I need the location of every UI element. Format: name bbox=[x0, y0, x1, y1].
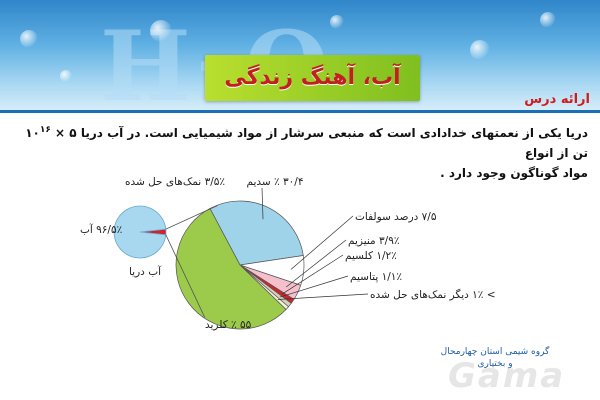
leader-line bbox=[290, 215, 354, 270]
water-drop-decoration bbox=[470, 40, 490, 60]
connector-line bbox=[165, 234, 206, 318]
lesson-paragraph: دریا یکی از نعمتهای خدادادی است که منبعی… bbox=[13, 120, 588, 183]
leader-line bbox=[261, 187, 264, 220]
leader-line bbox=[286, 239, 347, 288]
title-plate bbox=[205, 55, 420, 101]
magnesium-label: ۳/۹٪ منیزیم bbox=[348, 235, 399, 247]
potassium-label: ۱/۱٪ پتاسیم bbox=[350, 271, 402, 283]
label-leader-lines bbox=[261, 187, 369, 300]
water-drop-decoration bbox=[330, 15, 344, 29]
water-drop-decoration bbox=[20, 30, 38, 48]
water-drop-decoration bbox=[60, 70, 72, 82]
section-label: ارائه درس bbox=[524, 92, 590, 107]
paragraph-part-2: تن از انواع bbox=[524, 146, 588, 160]
other-salts-label: > ۱٪ دیگر نمک‌های حل شده bbox=[370, 288, 496, 301]
header-divider bbox=[0, 110, 600, 113]
pie-connector-lines bbox=[165, 205, 218, 318]
sodium-slice bbox=[209, 200, 304, 266]
footer-credit: گروه شیمی استان چهارمحال و بختیاری bbox=[440, 347, 550, 369]
sea-water-pie bbox=[113, 205, 167, 259]
sulfate-label: ۷/۵ درصد سولفات bbox=[355, 211, 437, 223]
sea-mass-exponent: ۱۶ bbox=[39, 125, 51, 135]
water-drop-decoration bbox=[150, 20, 172, 42]
leader-line bbox=[277, 293, 369, 300]
sea-mass-base: ۵ × ۱۰ bbox=[25, 126, 77, 140]
water-share-label: ۹۶/۵٪ آب bbox=[80, 223, 122, 236]
connector-line bbox=[165, 205, 218, 230]
sodium-label: ۳۰/۴ ٪ سدیم bbox=[246, 176, 303, 188]
leader-line bbox=[279, 275, 349, 298]
composition-charts: ۳/۵٪ نمک‌های حل شده ۹۶/۵٪ آب آب دریا ۳۰/… bbox=[80, 176, 496, 331]
calcium-label: ۱/۲٪ کلسیم bbox=[345, 250, 397, 262]
page-title: آب، آهنگ زندگی bbox=[224, 65, 401, 90]
chloride-slice bbox=[175, 208, 287, 330]
paragraph-part-1: دریا یکی از نعمتهای خدادادی است که منبعی… bbox=[80, 126, 588, 140]
sea-mass-quantity: ۵ × ۱۰۱۶ bbox=[25, 125, 77, 140]
sea-water-chart-title: آب دریا bbox=[129, 265, 162, 278]
gama-logo: Gama bbox=[448, 356, 566, 396]
salts-share-label: ۳/۵٪ نمک‌های حل شده bbox=[125, 176, 225, 188]
leader-line bbox=[281, 254, 344, 295]
chloride-label: ۵۵ ٪ کلرید bbox=[205, 319, 252, 331]
dissolved-salts-pie bbox=[175, 200, 305, 330]
water-drop-decoration bbox=[540, 12, 556, 28]
water-slice bbox=[113, 205, 167, 259]
paragraph-line-2: مواد گوناگون وجود دارد . bbox=[440, 166, 588, 180]
